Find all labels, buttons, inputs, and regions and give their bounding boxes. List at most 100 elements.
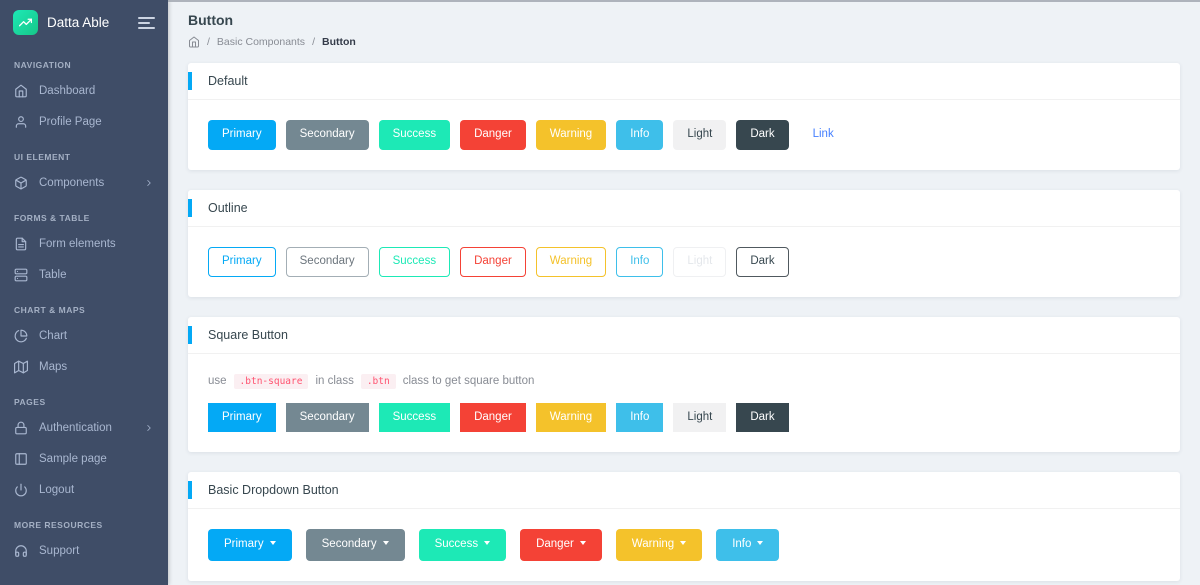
card-basic-dropdown-button: Basic Dropdown Button Primary Secondary Su…	[188, 472, 1180, 582]
button-label: Warning	[549, 128, 593, 140]
card-accent-bar	[188, 198, 192, 217]
sidebar-item-authentication[interactable]: Authentication	[0, 412, 168, 443]
square-success-button[interactable]: Success	[378, 402, 451, 433]
caret-down-icon	[484, 541, 491, 546]
button-label: Light	[687, 410, 713, 423]
sidebar-item-label: Form elements	[39, 237, 116, 250]
button-label: Warning	[631, 538, 675, 551]
outline-primary-button[interactable]: Primary	[208, 246, 276, 277]
sidebar-item-components[interactable]: Components	[0, 167, 168, 198]
dropdown-warning-button[interactable]: Warning	[615, 529, 703, 562]
sidebar-item-label: Maps	[39, 360, 68, 373]
lock-icon	[14, 421, 28, 435]
danger-button[interactable]: Danger	[460, 120, 526, 150]
dark-button[interactable]: Dark	[736, 120, 789, 150]
card-accent-bar	[188, 72, 192, 90]
sidebar-item-label: Dashboard	[39, 84, 96, 97]
sidebar-item-dashboard[interactable]: Dashboard	[0, 75, 168, 106]
button-label: Success	[392, 254, 437, 267]
trending-up-icon	[19, 18, 32, 27]
sidebar-item-profile-page[interactable]: Profile Page	[0, 106, 168, 137]
server-icon	[14, 268, 28, 282]
outline-dark-button[interactable]: Dark	[736, 246, 789, 277]
outline-warning-button[interactable]: Warning	[535, 246, 607, 277]
outline-secondary-button[interactable]: Secondary	[285, 246, 369, 277]
sidebar-item-table[interactable]: Table	[0, 259, 168, 290]
sidebar-item-sample-page[interactable]: Sample page	[0, 443, 168, 474]
caret-down-icon	[269, 541, 276, 546]
sidebar-item-label: Support	[39, 544, 80, 557]
square-primary-button[interactable]: Primary	[208, 402, 276, 433]
square-danger-button[interactable]: Danger	[460, 402, 526, 433]
link-button[interactable]: Link	[799, 120, 848, 150]
caret-down-icon	[757, 541, 764, 546]
button-label: Info	[630, 410, 650, 423]
button-label: Primary	[224, 538, 264, 551]
success-button[interactable]: Success	[378, 120, 451, 150]
chevron-right-icon	[144, 423, 154, 433]
home-icon[interactable]	[188, 36, 200, 48]
warning-button[interactable]: Warning	[535, 120, 607, 150]
sidebar-nav: NAVIGATION Dashboard Profile Page UI ELEMEN…	[0, 45, 168, 585]
sidebar-item-logout[interactable]: Logout	[0, 474, 168, 505]
dropdown-danger-button[interactable]: Danger	[520, 529, 602, 562]
outline-danger-button[interactable]: Danger	[460, 246, 526, 277]
square-dark-button[interactable]: Dark	[736, 402, 789, 433]
primary-button[interactable]: Primary	[208, 120, 276, 150]
card-accent-bar	[188, 325, 192, 344]
button-label: Dark	[750, 128, 775, 140]
layout-icon	[14, 452, 28, 466]
button-row: Primary Secondary Success Danger Warning Info…	[208, 120, 1160, 150]
button-label: Info	[630, 254, 650, 267]
sidebar-item-maps[interactable]: Maps	[0, 351, 168, 382]
light-button[interactable]: Light	[673, 120, 727, 150]
outline-info-button[interactable]: Info	[616, 246, 664, 277]
sidebar-item-label: Sample page	[39, 452, 107, 465]
button-label: Danger	[474, 254, 512, 267]
menu-toggle-icon[interactable]	[138, 14, 155, 32]
code-chip-btn: .btn	[360, 373, 396, 389]
main-area: Button / Basic Componants / Button Defau…	[168, 0, 1200, 585]
card-body: Primary Secondary Success Danger Warning Info…	[188, 100, 1180, 170]
secondary-button[interactable]: Secondary	[285, 120, 369, 150]
outline-success-button[interactable]: Success	[378, 246, 451, 277]
dropdown-success-button[interactable]: Success	[418, 529, 507, 562]
brand-name[interactable]: Datta Able	[47, 15, 110, 30]
sidebar: Datta Able NAVIGATION Dashboard Profile Pa…	[0, 0, 168, 585]
nav-section-label: NAVIGATION	[14, 60, 72, 70]
page-title: Button	[188, 12, 234, 28]
button-label: Danger	[474, 410, 512, 423]
breadcrumb-item-basic-components[interactable]: Basic Componants	[216, 36, 306, 48]
card-body: use .btn-square in class .btn class to g…	[188, 354, 1180, 453]
card-body: Primary Secondary Success Danger Warning Info	[188, 509, 1180, 581]
brand-logo[interactable]	[13, 10, 38, 35]
card-accent-bar	[188, 481, 192, 500]
dropdown-primary-button[interactable]: Primary	[208, 529, 292, 562]
breadcrumb-separator: /	[207, 36, 210, 48]
note-text: class to get square button	[402, 375, 535, 388]
outline-light-button[interactable]: Light	[673, 246, 727, 277]
dropdown-secondary-button[interactable]: Secondary	[305, 529, 405, 562]
power-icon	[14, 483, 28, 497]
square-info-button[interactable]: Info	[616, 402, 664, 433]
sidebar-item-form-elements[interactable]: Form elements	[0, 228, 168, 259]
card-header: Default	[188, 63, 1180, 100]
button-label: Warning	[549, 410, 593, 423]
button-row: Primary Secondary Success Danger Warning Info	[208, 529, 1160, 562]
note-text: in class	[315, 375, 354, 388]
nav-section-label: MORE RESOURCES	[14, 520, 103, 530]
info-button[interactable]: Info	[616, 120, 664, 150]
button-label: Dark	[750, 254, 775, 267]
square-warning-button[interactable]: Warning	[535, 402, 607, 433]
square-secondary-button[interactable]: Secondary	[285, 402, 369, 433]
dropdown-info-button[interactable]: Info	[716, 529, 780, 562]
square-light-button[interactable]: Light	[673, 402, 727, 433]
button-label: Light	[687, 254, 713, 267]
button-row: Primary Secondary Success Danger Warning Info…	[208, 246, 1160, 277]
map-icon	[14, 360, 28, 374]
sidebar-item-support[interactable]: Support	[0, 535, 168, 566]
breadcrumb-separator: /	[312, 36, 315, 48]
nav-section-label: CHART & MAPS	[14, 305, 86, 315]
sidebar-item-chart[interactable]: Chart	[0, 320, 168, 351]
nav-section-label: PAGES	[14, 397, 46, 407]
